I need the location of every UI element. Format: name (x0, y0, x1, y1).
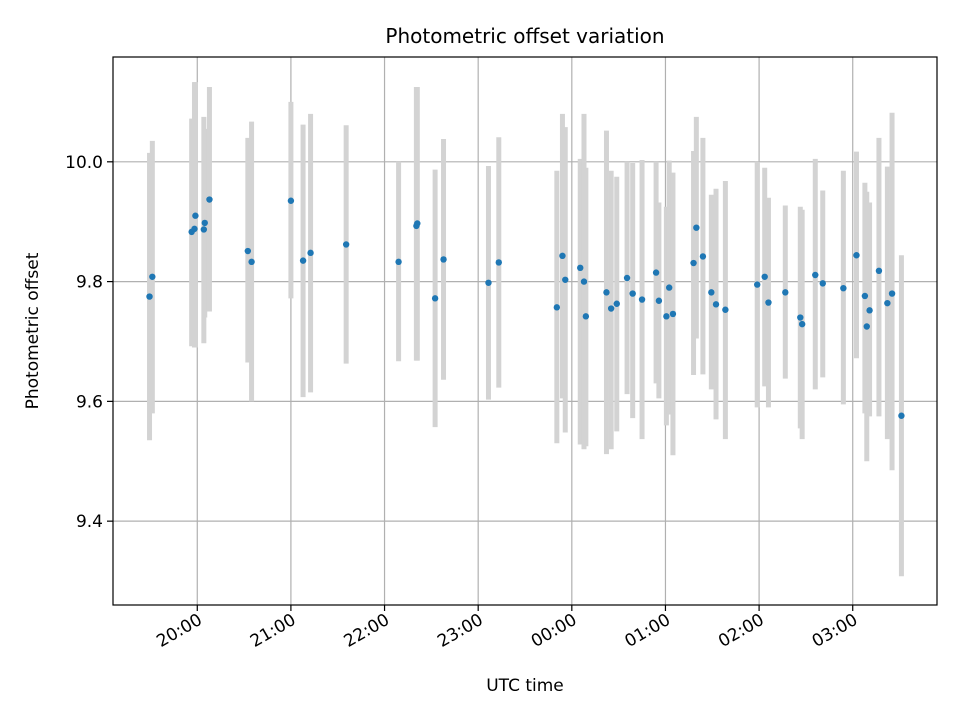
data-point (485, 279, 492, 286)
data-point (712, 301, 720, 308)
data-point (655, 297, 663, 304)
data-point (201, 219, 208, 227)
data-point (840, 284, 847, 292)
data-point (699, 253, 707, 260)
y-axis-ticks: 9.4 9.6 9.8 10.0 (65, 153, 113, 532)
x-tick-label: 01:00 (622, 610, 674, 652)
data-point (562, 276, 569, 283)
data-point (248, 258, 255, 266)
data-point (722, 306, 729, 313)
x-tick-label: 21:00 (247, 610, 299, 652)
data-point (559, 252, 566, 260)
data-point (149, 273, 156, 280)
data-point (866, 307, 873, 314)
x-tick-label: 00:00 (528, 610, 580, 652)
data-point (192, 212, 199, 219)
data-point (782, 289, 789, 296)
data-point (693, 224, 700, 231)
data-point (629, 290, 636, 297)
data-point (669, 310, 677, 318)
data-point (754, 281, 761, 288)
data-point (613, 300, 620, 307)
y-axis-label: Photometric offset (23, 252, 43, 409)
data-point (898, 412, 905, 419)
data-point (431, 295, 439, 302)
x-axis-label: UTC time (486, 676, 564, 696)
y-tick-label: 9.4 (76, 512, 103, 532)
data-point (666, 284, 673, 291)
data-point (798, 320, 806, 328)
data-point (244, 247, 252, 255)
data-point (861, 292, 869, 300)
data-point (395, 258, 402, 266)
y-tick-label: 9.8 (76, 273, 103, 293)
data-point (603, 289, 610, 296)
data-point (812, 271, 819, 279)
x-tick-label: 23:00 (434, 610, 486, 652)
data-point (623, 274, 631, 282)
data-point (577, 264, 584, 272)
data-point (414, 220, 421, 227)
y-tick-label: 10.0 (65, 153, 103, 173)
data-point (863, 323, 870, 330)
data-point (582, 313, 590, 320)
data-point (200, 226, 208, 233)
data-point (638, 296, 646, 303)
data-point (761, 273, 768, 280)
data-point (690, 259, 697, 267)
data-point (287, 197, 295, 204)
data-point (797, 314, 804, 321)
data-point (553, 304, 561, 311)
data-point (888, 290, 896, 297)
plot-frame (112, 56, 938, 606)
data-point (299, 257, 307, 264)
x-axis-ticks: 20:00 21:00 22:00 23:00 00:00 01:00 02:00 03:00 (153, 605, 861, 652)
y-tick-label: 9.6 (76, 392, 103, 412)
chart-title: Photometric offset variation (385, 24, 664, 48)
data-point (819, 280, 826, 287)
data-point (708, 289, 715, 296)
data-point (663, 313, 670, 320)
data-points (146, 196, 905, 419)
data-point (440, 256, 447, 263)
data-point (495, 259, 502, 266)
data-point (652, 269, 660, 276)
data-point (342, 241, 350, 248)
data-point (146, 293, 153, 300)
data-point (875, 267, 883, 275)
data-point (307, 249, 314, 257)
data-point (884, 299, 891, 307)
data-point (191, 225, 198, 233)
x-tick-label: 02:00 (715, 610, 767, 652)
x-tick-label: 20:00 (153, 610, 205, 652)
x-tick-label: 03:00 (809, 610, 861, 652)
data-point (607, 305, 615, 312)
data-point (853, 252, 860, 259)
data-point (580, 278, 588, 285)
data-point (206, 196, 213, 203)
x-tick-label: 22:00 (341, 610, 393, 652)
data-point (765, 299, 772, 306)
